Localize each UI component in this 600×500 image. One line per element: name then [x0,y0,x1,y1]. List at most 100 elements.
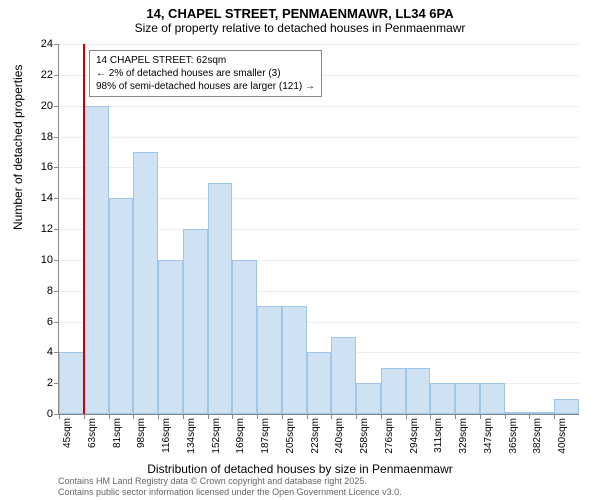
xtick-label: 258sqm [359,418,370,454]
y-axis-label: Number of detached properties [11,65,25,230]
title-line2: Size of property relative to detached ho… [0,21,600,35]
bar [183,229,208,414]
xtick-label: 365sqm [508,418,519,454]
xtick-mark [109,414,110,419]
bar [406,368,431,414]
xtick-label: 311sqm [433,418,444,453]
ytick-mark [54,322,59,323]
ytick-mark [54,229,59,230]
bar [158,260,183,414]
ytick-mark [54,291,59,292]
bar [282,306,307,414]
ytick-label: 22 [41,69,53,81]
gridline [59,44,579,45]
annotation-box: 14 CHAPEL STREET: 62sqm ← 2% of detached… [89,50,322,97]
footer: Contains HM Land Registry data © Crown c… [58,476,402,498]
bar [356,383,381,414]
ytick-label: 0 [47,408,53,420]
annotation-line1: 14 CHAPEL STREET: 62sqm [96,54,315,67]
gridline [59,106,579,107]
footer-line2: Contains public sector information licen… [58,487,402,498]
ytick-mark [54,106,59,107]
annotation-line3: 98% of semi-detached houses are larger (… [96,80,315,93]
xtick-label: 205sqm [285,418,296,454]
xtick-label: 169sqm [235,418,246,454]
ytick-mark [54,75,59,76]
ytick-label: 18 [41,131,53,143]
xtick-mark [529,414,530,419]
ytick-label: 12 [41,223,53,235]
xtick-label: 63sqm [87,418,98,448]
bar [331,337,356,414]
xtick-mark [257,414,258,419]
bar [84,106,109,414]
annotation-line2: ← 2% of detached houses are smaller (3) [96,67,315,80]
xtick-label: 240sqm [334,418,345,454]
ytick-mark [54,44,59,45]
title-line1: 14, CHAPEL STREET, PENMAENMAWR, LL34 6PA [0,0,600,21]
xtick-mark [505,414,506,419]
xtick-mark [208,414,209,419]
xtick-mark [430,414,431,419]
ytick-label: 4 [47,346,53,358]
bar [133,152,158,414]
xtick-mark [133,414,134,419]
bar [505,412,530,414]
bar [455,383,480,414]
xtick-label: 98sqm [136,418,147,448]
bar [232,260,257,414]
footer-line1: Contains HM Land Registry data © Crown c… [58,476,402,487]
bar [208,183,233,414]
ytick-mark [54,198,59,199]
marker-line [83,44,85,414]
bar [529,412,554,414]
bar [381,368,406,414]
ytick-label: 14 [41,192,53,204]
ytick-mark [54,137,59,138]
xtick-label: 187sqm [260,418,271,454]
xtick-mark [356,414,357,419]
xtick-mark [331,414,332,419]
bar [257,306,282,414]
xtick-mark [480,414,481,419]
bar [430,383,455,414]
ytick-label: 6 [47,316,53,328]
ytick-label: 2 [47,377,53,389]
xtick-mark [307,414,308,419]
ytick-label: 20 [41,100,53,112]
xtick-label: 294sqm [409,418,420,454]
bar [109,198,134,414]
chart-container: 14, CHAPEL STREET, PENMAENMAWR, LL34 6PA… [0,0,600,500]
xtick-label: 45sqm [62,418,73,448]
ytick-mark [54,167,59,168]
xtick-mark [381,414,382,419]
xtick-mark [84,414,85,419]
ytick-label: 10 [41,254,53,266]
xtick-mark [455,414,456,419]
xtick-mark [158,414,159,419]
x-axis-label: Distribution of detached houses by size … [0,462,600,476]
bar [480,383,505,414]
ytick-label: 16 [41,161,53,173]
xtick-mark [59,414,60,419]
ytick-label: 8 [47,285,53,297]
xtick-mark [282,414,283,419]
xtick-label: 116sqm [161,418,172,453]
xtick-label: 134sqm [186,418,197,454]
xtick-mark [232,414,233,419]
bar [307,352,332,414]
xtick-label: 400sqm [557,418,568,454]
bar [59,352,84,414]
ytick-label: 24 [41,38,53,50]
gridline [59,137,579,138]
xtick-label: 329sqm [458,418,469,454]
chart-area: 02468101214161820222445sqm63sqm81sqm98sq… [58,44,579,415]
xtick-label: 382sqm [532,418,543,454]
ytick-mark [54,260,59,261]
xtick-label: 276sqm [384,418,395,454]
xtick-label: 81sqm [112,418,123,448]
xtick-label: 152sqm [211,418,222,454]
xtick-mark [183,414,184,419]
xtick-mark [554,414,555,419]
xtick-label: 223sqm [310,418,321,454]
